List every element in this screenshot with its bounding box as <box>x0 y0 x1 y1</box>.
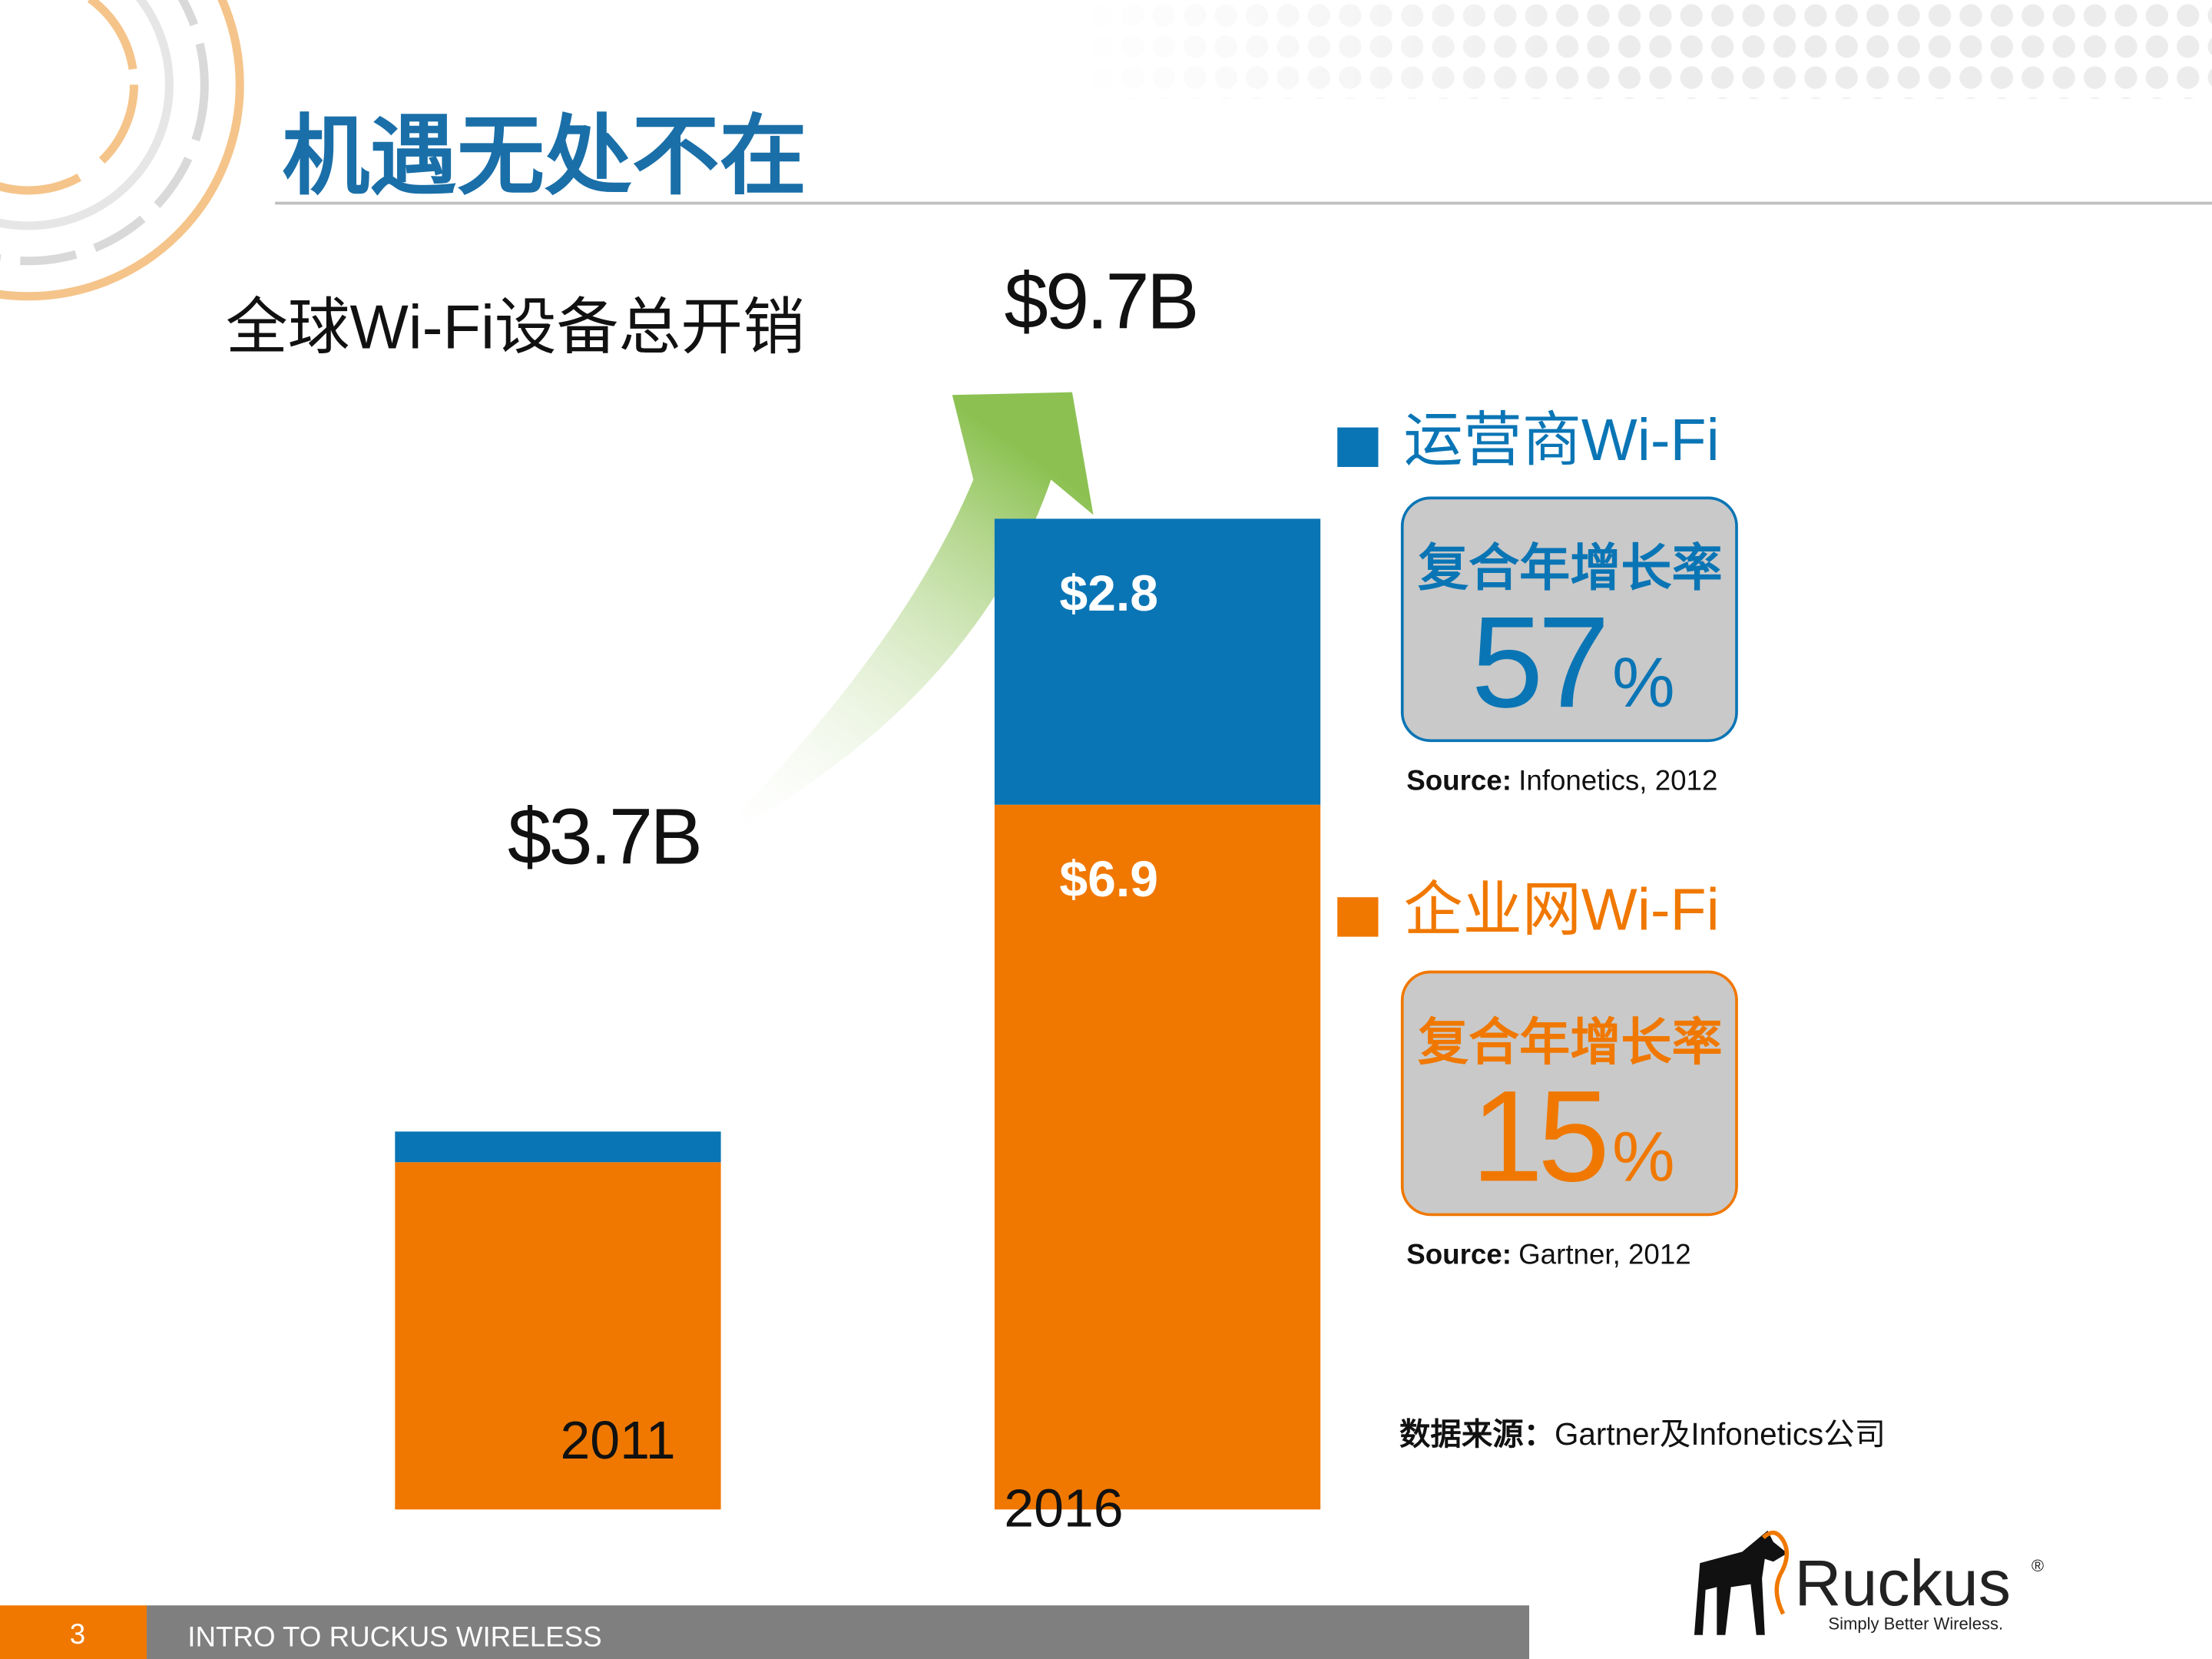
callout-unit: % <box>1612 1118 1675 1196</box>
legend-label: 运营商Wi-Fi <box>1404 407 1720 473</box>
source-text: Gartner, 2012 <box>1518 1239 1691 1270</box>
source-label: Source: <box>1406 765 1512 796</box>
logo-registered: ® <box>2032 1556 2044 1575</box>
bar-segment <box>994 518 1321 805</box>
category-label: 2011 <box>560 1410 675 1470</box>
callout-source: Source: Infonetics, 2012 <box>1406 765 1717 796</box>
bar-segment <box>994 804 1321 1510</box>
callout-value: 57 <box>1471 589 1604 734</box>
callout-value: 15 <box>1471 1063 1604 1208</box>
callout-box <box>1400 970 1738 1217</box>
chart-title: 全球Wi-Fi设备总开销 <box>226 293 805 363</box>
source-note-label: 数据来源： <box>1399 1416 1555 1452</box>
page-title: 机遇无处不在 <box>282 108 806 205</box>
legend-swatch <box>1337 897 1379 937</box>
bar-segment <box>395 1131 721 1163</box>
total-label: $3.7B <box>508 792 700 880</box>
category-label: 2016 <box>1004 1478 1123 1538</box>
callout-box <box>1400 496 1738 743</box>
callout-unit: % <box>1612 644 1675 722</box>
source-note-text: Gartner及Infonetics公司 <box>1555 1416 1886 1452</box>
value-label: $2.8 <box>1059 565 1158 622</box>
bar-segment <box>395 1162 721 1510</box>
legend-label: 企业网Wi-Fi <box>1404 876 1720 942</box>
callout-label: 复合年增长率 <box>1418 1014 1723 1071</box>
callout-label: 复合年增长率 <box>1418 540 1723 597</box>
logo-tagline: Simply Better Wireless. <box>1828 1614 2003 1633</box>
footer-text: INTRO TO RUCKUS WIRELESS <box>187 1621 601 1652</box>
value-label: $6.9 <box>1059 851 1158 908</box>
callout-source: Source: Gartner, 2012 <box>1406 1239 1690 1270</box>
logo-name: Ruckus <box>1794 1547 2011 1619</box>
source-note: 数据来源：Gartner及Infonetics公司 <box>1399 1416 1886 1452</box>
total-label: $9.7B <box>1004 257 1196 345</box>
source-text: Infonetics, 2012 <box>1518 765 1717 796</box>
page-number: 3 <box>70 1618 85 1650</box>
legend-swatch <box>1337 427 1379 467</box>
source-label: Source: <box>1406 1239 1512 1270</box>
